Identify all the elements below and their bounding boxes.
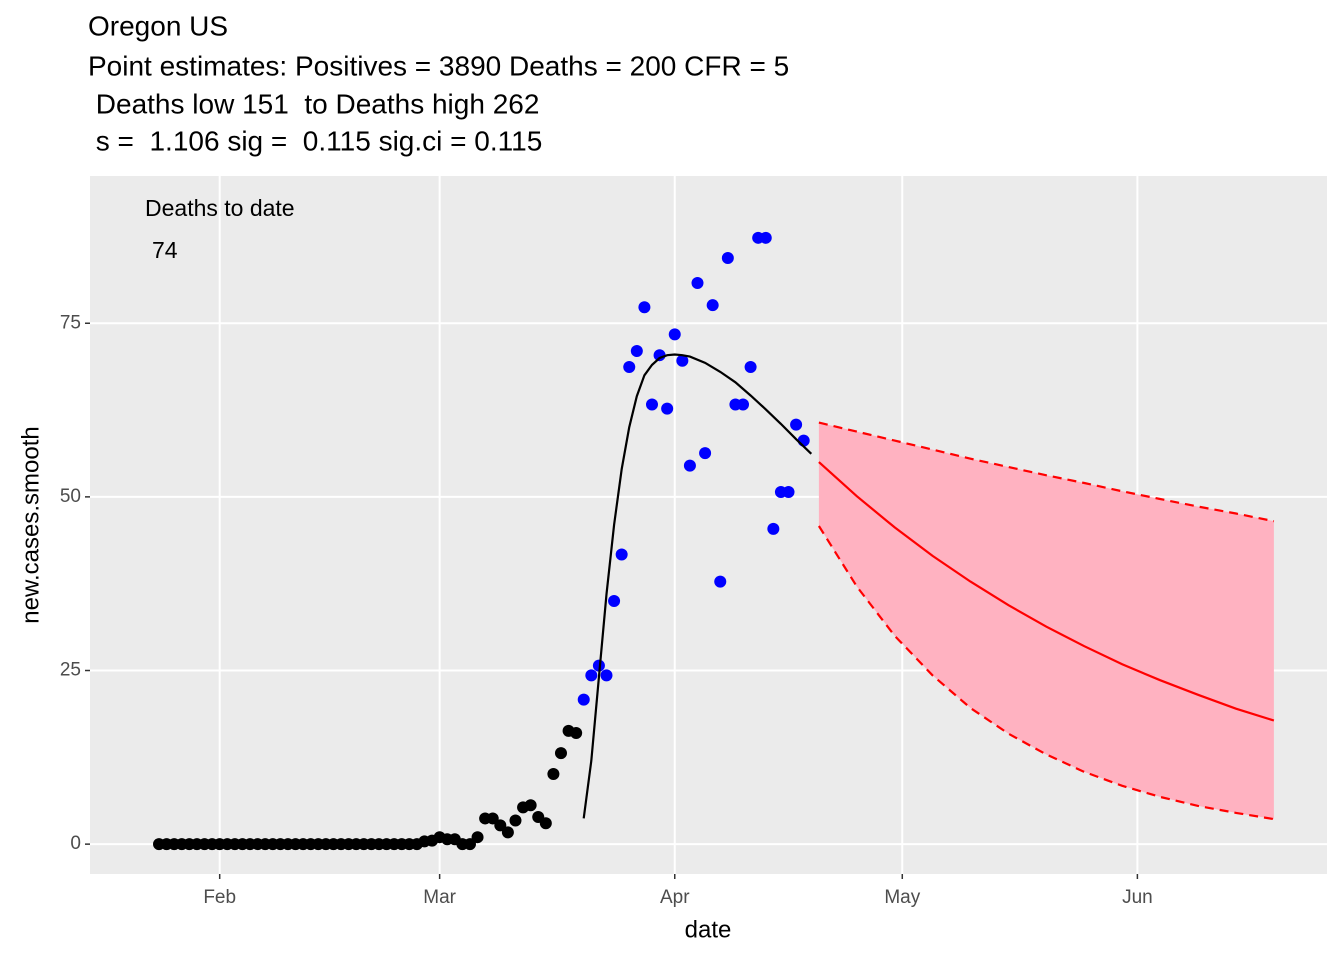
point (494, 819, 507, 832)
y-tick-label: 50 (60, 486, 81, 507)
point (630, 345, 643, 358)
x-tick-label: May (884, 887, 920, 908)
point (486, 812, 499, 825)
y-tick-label: 75 (60, 312, 81, 333)
point (600, 669, 613, 682)
point (714, 575, 727, 588)
point (759, 231, 772, 244)
annotation-label: Deaths to date (145, 195, 295, 221)
point (691, 276, 704, 289)
point (539, 817, 552, 830)
point (661, 402, 674, 415)
point (797, 434, 810, 447)
point (554, 747, 567, 760)
point (683, 459, 696, 472)
point (737, 398, 750, 411)
point (524, 799, 537, 812)
point (547, 767, 560, 780)
chart-subtitle: Point estimates: Positives = 3890 Deaths… (88, 50, 789, 81)
point (615, 548, 628, 561)
upper-line (818, 421, 1275, 523)
x-axis-title: date (685, 916, 732, 943)
point (608, 595, 621, 608)
x-tick-label: Mar (423, 887, 456, 908)
point (706, 299, 719, 312)
point (638, 301, 651, 314)
y-tick-label: 25 (60, 660, 81, 681)
point (668, 328, 681, 341)
annotation-value: 74 (152, 237, 178, 263)
point (585, 669, 598, 682)
forecast-band (818, 422, 1274, 820)
forecast-line (818, 461, 1275, 722)
point (653, 349, 666, 362)
point (721, 251, 734, 264)
point (501, 826, 514, 839)
x-tick-label: Apr (660, 887, 690, 908)
point (744, 360, 757, 373)
point (623, 360, 636, 373)
point (699, 447, 712, 460)
lower-line (817, 525, 1275, 821)
point (577, 693, 590, 706)
y-tick-label: 0 (70, 833, 81, 854)
chart-subtitle: Deaths low 151 to Deaths high 262 (88, 88, 539, 119)
x-tick-label: Feb (203, 887, 236, 908)
point (471, 831, 484, 844)
point (463, 838, 476, 851)
point (645, 398, 658, 411)
point (767, 522, 780, 535)
point (790, 418, 803, 431)
chart-title: Oregon US (88, 10, 228, 41)
y-axis-title: new.cases.smooth (17, 426, 44, 623)
chart-subtitle: s = 1.106 sig = 0.115 sig.ci = 0.115 (88, 125, 542, 156)
point (676, 354, 689, 367)
fit-line (582, 353, 813, 819)
point (509, 814, 522, 827)
x-tick-label: Jun (1122, 887, 1153, 908)
point (570, 727, 583, 740)
point (782, 486, 795, 499)
